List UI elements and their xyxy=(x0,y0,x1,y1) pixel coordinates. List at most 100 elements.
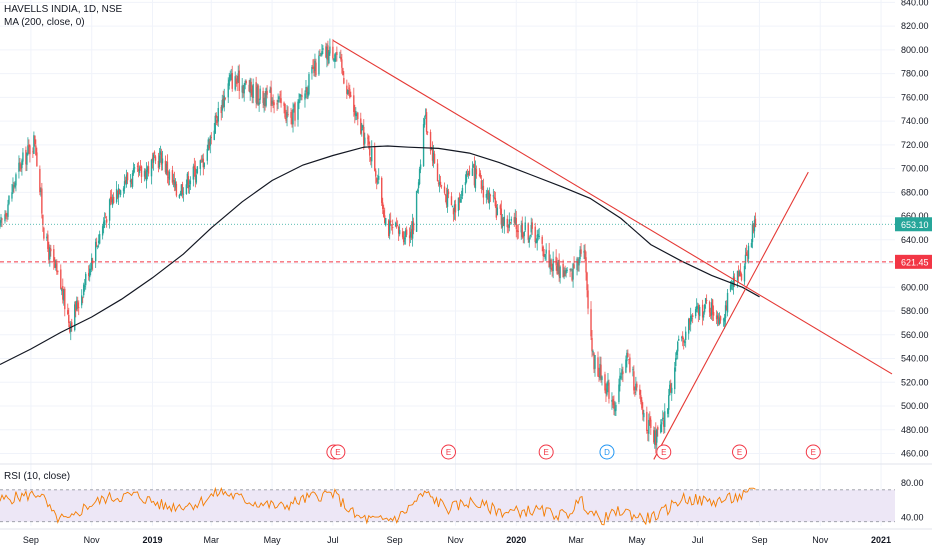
candle-body xyxy=(641,400,643,409)
candle-body xyxy=(743,265,746,282)
candle-body xyxy=(50,248,52,252)
candle-body xyxy=(354,110,356,116)
candle-body xyxy=(243,84,245,94)
candle-body xyxy=(381,177,383,203)
candle-body xyxy=(71,322,73,328)
candle-body xyxy=(677,341,679,352)
candle-body xyxy=(450,196,453,206)
candle-body xyxy=(382,202,384,209)
candle-body xyxy=(570,269,572,271)
candle-body xyxy=(88,268,91,278)
candle-body xyxy=(35,145,37,156)
x-tick-label: May xyxy=(264,535,282,545)
candle-body xyxy=(109,196,112,200)
candle-body xyxy=(168,171,171,180)
candle-body xyxy=(159,151,162,155)
event-marker xyxy=(599,444,615,460)
candle-body xyxy=(635,383,637,391)
candle-body xyxy=(110,197,113,203)
candle-body xyxy=(495,204,498,218)
candle-body xyxy=(507,226,509,228)
candle-body xyxy=(117,188,120,198)
candle-body xyxy=(489,194,492,196)
candle-body xyxy=(461,187,464,196)
candle-body xyxy=(447,191,450,195)
candle-body xyxy=(718,318,721,325)
candles-group xyxy=(0,38,757,454)
candle-body xyxy=(725,305,728,311)
candle-body xyxy=(696,307,699,309)
candle-body xyxy=(278,97,280,99)
x-tick-label: Jul xyxy=(692,535,704,545)
y-tick-label: 580.00 xyxy=(901,306,929,316)
candle-body xyxy=(262,91,264,104)
candle-body xyxy=(206,148,209,161)
candle-body xyxy=(640,395,642,402)
candle-body xyxy=(213,130,215,140)
candle-body xyxy=(42,214,44,225)
candle-body xyxy=(717,316,720,324)
candle-body xyxy=(585,257,587,273)
candle-body xyxy=(516,229,518,233)
candle-body xyxy=(164,160,167,173)
candle-body xyxy=(145,170,148,181)
y-tick-label: 780.00 xyxy=(901,69,929,79)
candle-body xyxy=(562,263,564,278)
candle-body xyxy=(78,307,80,309)
candle-body xyxy=(252,84,254,99)
candle-body xyxy=(355,113,357,117)
candle-body xyxy=(744,254,747,264)
candle-body xyxy=(535,240,537,244)
candle-body xyxy=(598,376,600,377)
event-marker xyxy=(656,444,672,460)
candle-body xyxy=(360,118,362,134)
candle-body xyxy=(15,174,17,186)
candle-body xyxy=(334,54,336,62)
candle-body xyxy=(284,103,286,118)
candle-body xyxy=(446,189,449,207)
candle-body xyxy=(297,101,299,120)
candle-body xyxy=(89,269,92,270)
candle-body xyxy=(131,173,134,187)
candle-body xyxy=(60,269,62,289)
candle-body xyxy=(479,173,482,178)
candle-body xyxy=(423,118,426,125)
candle-body xyxy=(626,352,628,362)
candle-body xyxy=(663,420,665,427)
y-tick-label: 760.00 xyxy=(901,92,929,102)
candle-body xyxy=(286,111,288,118)
candle-body xyxy=(245,81,247,84)
candle-body xyxy=(608,382,610,399)
candle-body xyxy=(335,53,337,55)
candle-body xyxy=(216,119,218,123)
candle-body xyxy=(236,81,238,84)
candle-body xyxy=(116,190,119,198)
candle-body xyxy=(96,245,99,247)
candle-body xyxy=(270,87,272,106)
candle-body xyxy=(94,241,97,262)
candle-body xyxy=(611,400,613,402)
candle-body xyxy=(75,301,77,312)
candle-body xyxy=(565,270,567,274)
x-tick-label: 2020 xyxy=(506,535,526,545)
candle-body xyxy=(548,250,550,268)
candle-body xyxy=(375,170,377,177)
candle-body xyxy=(34,135,36,145)
candle-body xyxy=(90,258,93,270)
candle-body xyxy=(405,229,408,235)
candle-body xyxy=(74,304,76,331)
candle-body xyxy=(754,218,757,228)
candle-body xyxy=(471,168,474,176)
candle-body xyxy=(249,79,251,94)
candle-body xyxy=(140,166,143,177)
candle-body xyxy=(118,189,121,194)
candle-body xyxy=(248,84,250,92)
candle-body xyxy=(199,160,202,169)
candle-body xyxy=(684,341,686,343)
candle-body xyxy=(188,184,191,188)
candle-body xyxy=(136,165,139,167)
candle-body xyxy=(266,90,268,95)
candle-body xyxy=(620,376,622,378)
candle-body xyxy=(235,78,237,84)
rsi-line xyxy=(0,486,756,526)
